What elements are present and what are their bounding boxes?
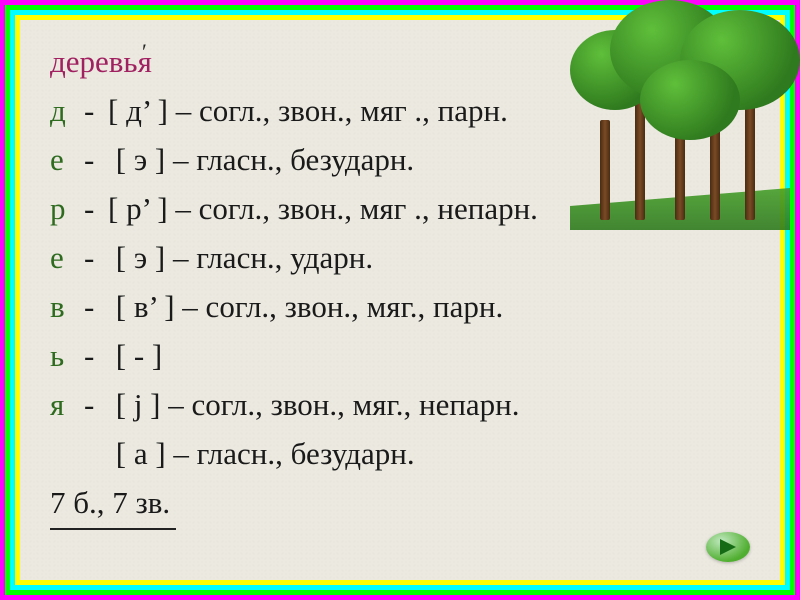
row-dash: -: [84, 332, 108, 381]
paper-background: деревья ′ д-[ д’ ] – согл., звон., мяг .…: [20, 20, 780, 580]
row-letter: е: [50, 136, 84, 185]
row-sound: [ а ] – гласн., безударн.: [108, 436, 415, 471]
phonetic-row: ь- [ - ]: [50, 332, 750, 381]
phonetic-row: [ а ] – гласн., безударн.: [50, 430, 750, 479]
phonetic-row: я- [ j ] – согл., звон., мяг., непарн.: [50, 381, 750, 430]
row-sound: [ э ] – гласн., ударн.: [108, 240, 373, 275]
row-letter: е: [50, 234, 84, 283]
title-text: деревья: [50, 44, 152, 79]
row-letter: д: [50, 87, 84, 136]
row-dash: -: [84, 87, 108, 136]
next-button[interactable]: [706, 532, 750, 562]
phonetic-row: д-[ д’ ] – согл., звон., мяг ., парн.: [50, 87, 750, 136]
phonetic-row: е- [ э ] – гласн., безударн.: [50, 136, 750, 185]
row-letter: в: [50, 283, 84, 332]
row-dash: -: [84, 381, 108, 430]
summary-text: 7 б., 7 зв.: [50, 479, 176, 530]
row-letter: я: [50, 381, 84, 430]
row-letter: [50, 430, 84, 479]
row-sound: [ э ] – гласн., безударн.: [108, 142, 414, 177]
phonetic-row: р-[ р’ ] – согл., звон., мяг ., непарн.: [50, 185, 750, 234]
summary-line: 7 б., 7 зв.: [50, 479, 750, 530]
content: деревья ′ д-[ д’ ] – согл., звон., мяг .…: [50, 38, 750, 530]
row-sound: [ j ] – согл., звон., мяг., непарн.: [108, 387, 520, 422]
slide: деревья ′ д-[ д’ ] – согл., звон., мяг .…: [0, 0, 800, 600]
row-sound: [ р’ ] – согл., звон., мяг ., непарн.: [108, 191, 538, 226]
row-letter: ь: [50, 332, 84, 381]
phonetic-row: е- [ э ] – гласн., ударн.: [50, 234, 750, 283]
row-dash: -: [84, 136, 108, 185]
row-dash: -: [84, 283, 108, 332]
title-word: деревья ′: [50, 38, 750, 87]
row-dash: -: [84, 234, 108, 283]
row-letter: р: [50, 185, 84, 234]
accent-mark: ′: [142, 35, 147, 70]
row-sound: [ - ]: [108, 338, 162, 373]
phonetic-row: в- [ в’ ] – согл., звон., мяг., парн.: [50, 283, 750, 332]
row-dash: -: [84, 185, 108, 234]
row-dash: [84, 430, 108, 479]
row-sound: [ д’ ] – согл., звон., мяг ., парн.: [108, 93, 508, 128]
row-sound: [ в’ ] – согл., звон., мяг., парн.: [108, 289, 503, 324]
phonetic-rows: д-[ д’ ] – согл., звон., мяг ., парн.е- …: [50, 87, 750, 479]
